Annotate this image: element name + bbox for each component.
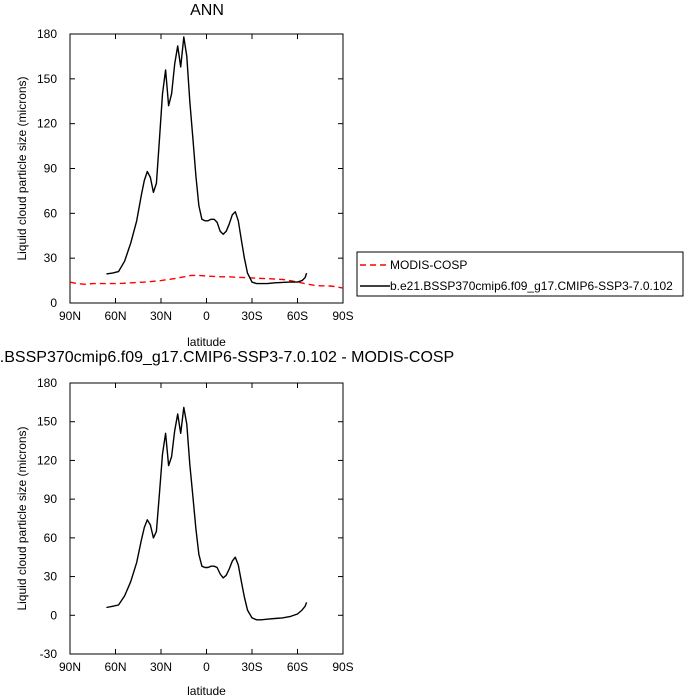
x-tick-label: 30N xyxy=(150,660,172,674)
x-tick-label: 90N xyxy=(59,660,81,674)
x-tick-label: 90N xyxy=(59,309,81,323)
x-tick-label: 60S xyxy=(287,309,308,323)
y-tick-label: 30 xyxy=(44,251,58,265)
legend-box xyxy=(356,251,684,297)
legend-label: b.e21.BSSP370cmip6.f09_g17.CMIP6-SSP3-7.… xyxy=(390,279,673,293)
x-tick-label: 90S xyxy=(332,660,353,674)
x-axis-label: latitude xyxy=(187,335,226,349)
y-tick-label: 30 xyxy=(44,570,58,584)
top-chart: ANN 90N 60N 30N 0 30S 60S 90S 0 30 60 90 120 150 180 la… xyxy=(15,2,354,349)
y-tick-label: 90 xyxy=(44,162,58,176)
x-tick-label: 60N xyxy=(104,309,126,323)
chart-title: b.e21.BSSP370cmip6.f09_g17.CMIP6-SSP3-7.… xyxy=(0,349,454,366)
x-axis-label: latitude xyxy=(187,684,226,698)
series-line-0 xyxy=(106,406,308,621)
y-tick-label: 0 xyxy=(50,296,57,310)
x-tick-label: 30S xyxy=(241,660,262,674)
y-axis-label: Liquid cloud particle size (microns) xyxy=(15,76,29,260)
y-tick-label: 120 xyxy=(37,453,57,467)
x-tick-label: 0 xyxy=(203,309,210,323)
difference-chart: b.e21.BSSP370cmip6.f09_g17.CMIP6-SSP3-7.… xyxy=(0,349,454,698)
legend: MODIS-COSP b.e21.BSSP370cmip6.f09_g17.CMI… xyxy=(356,251,684,297)
y-tick-label: 60 xyxy=(44,206,58,220)
series-line-0 xyxy=(70,274,343,289)
legend-label: MODIS-COSP xyxy=(390,258,467,272)
series-line-1 xyxy=(106,36,308,285)
y-tick-label: -30 xyxy=(40,647,58,661)
x-tick-label: 30S xyxy=(241,309,262,323)
plot-frame xyxy=(69,382,344,655)
chart-title: ANN xyxy=(190,2,224,19)
y-tick-label: 0 xyxy=(50,608,57,622)
x-tick-label: 60S xyxy=(287,660,308,674)
y-tick-label: 120 xyxy=(37,117,57,131)
y-tick-label: 150 xyxy=(37,415,57,429)
y-axis-label: Liquid cloud particle size (microns) xyxy=(15,426,29,610)
y-tick-label: 90 xyxy=(44,492,58,506)
x-tick-label: 60N xyxy=(104,660,126,674)
y-tick-label: 180 xyxy=(37,27,57,41)
x-tick-label: 0 xyxy=(203,660,210,674)
x-tick-label: 90S xyxy=(332,309,353,323)
y-tick-label: 60 xyxy=(44,531,58,545)
x-tick-label: 30N xyxy=(150,309,172,323)
y-tick-label: 180 xyxy=(37,376,57,390)
y-tick-label: 150 xyxy=(37,72,57,86)
plot-frame xyxy=(69,33,344,304)
